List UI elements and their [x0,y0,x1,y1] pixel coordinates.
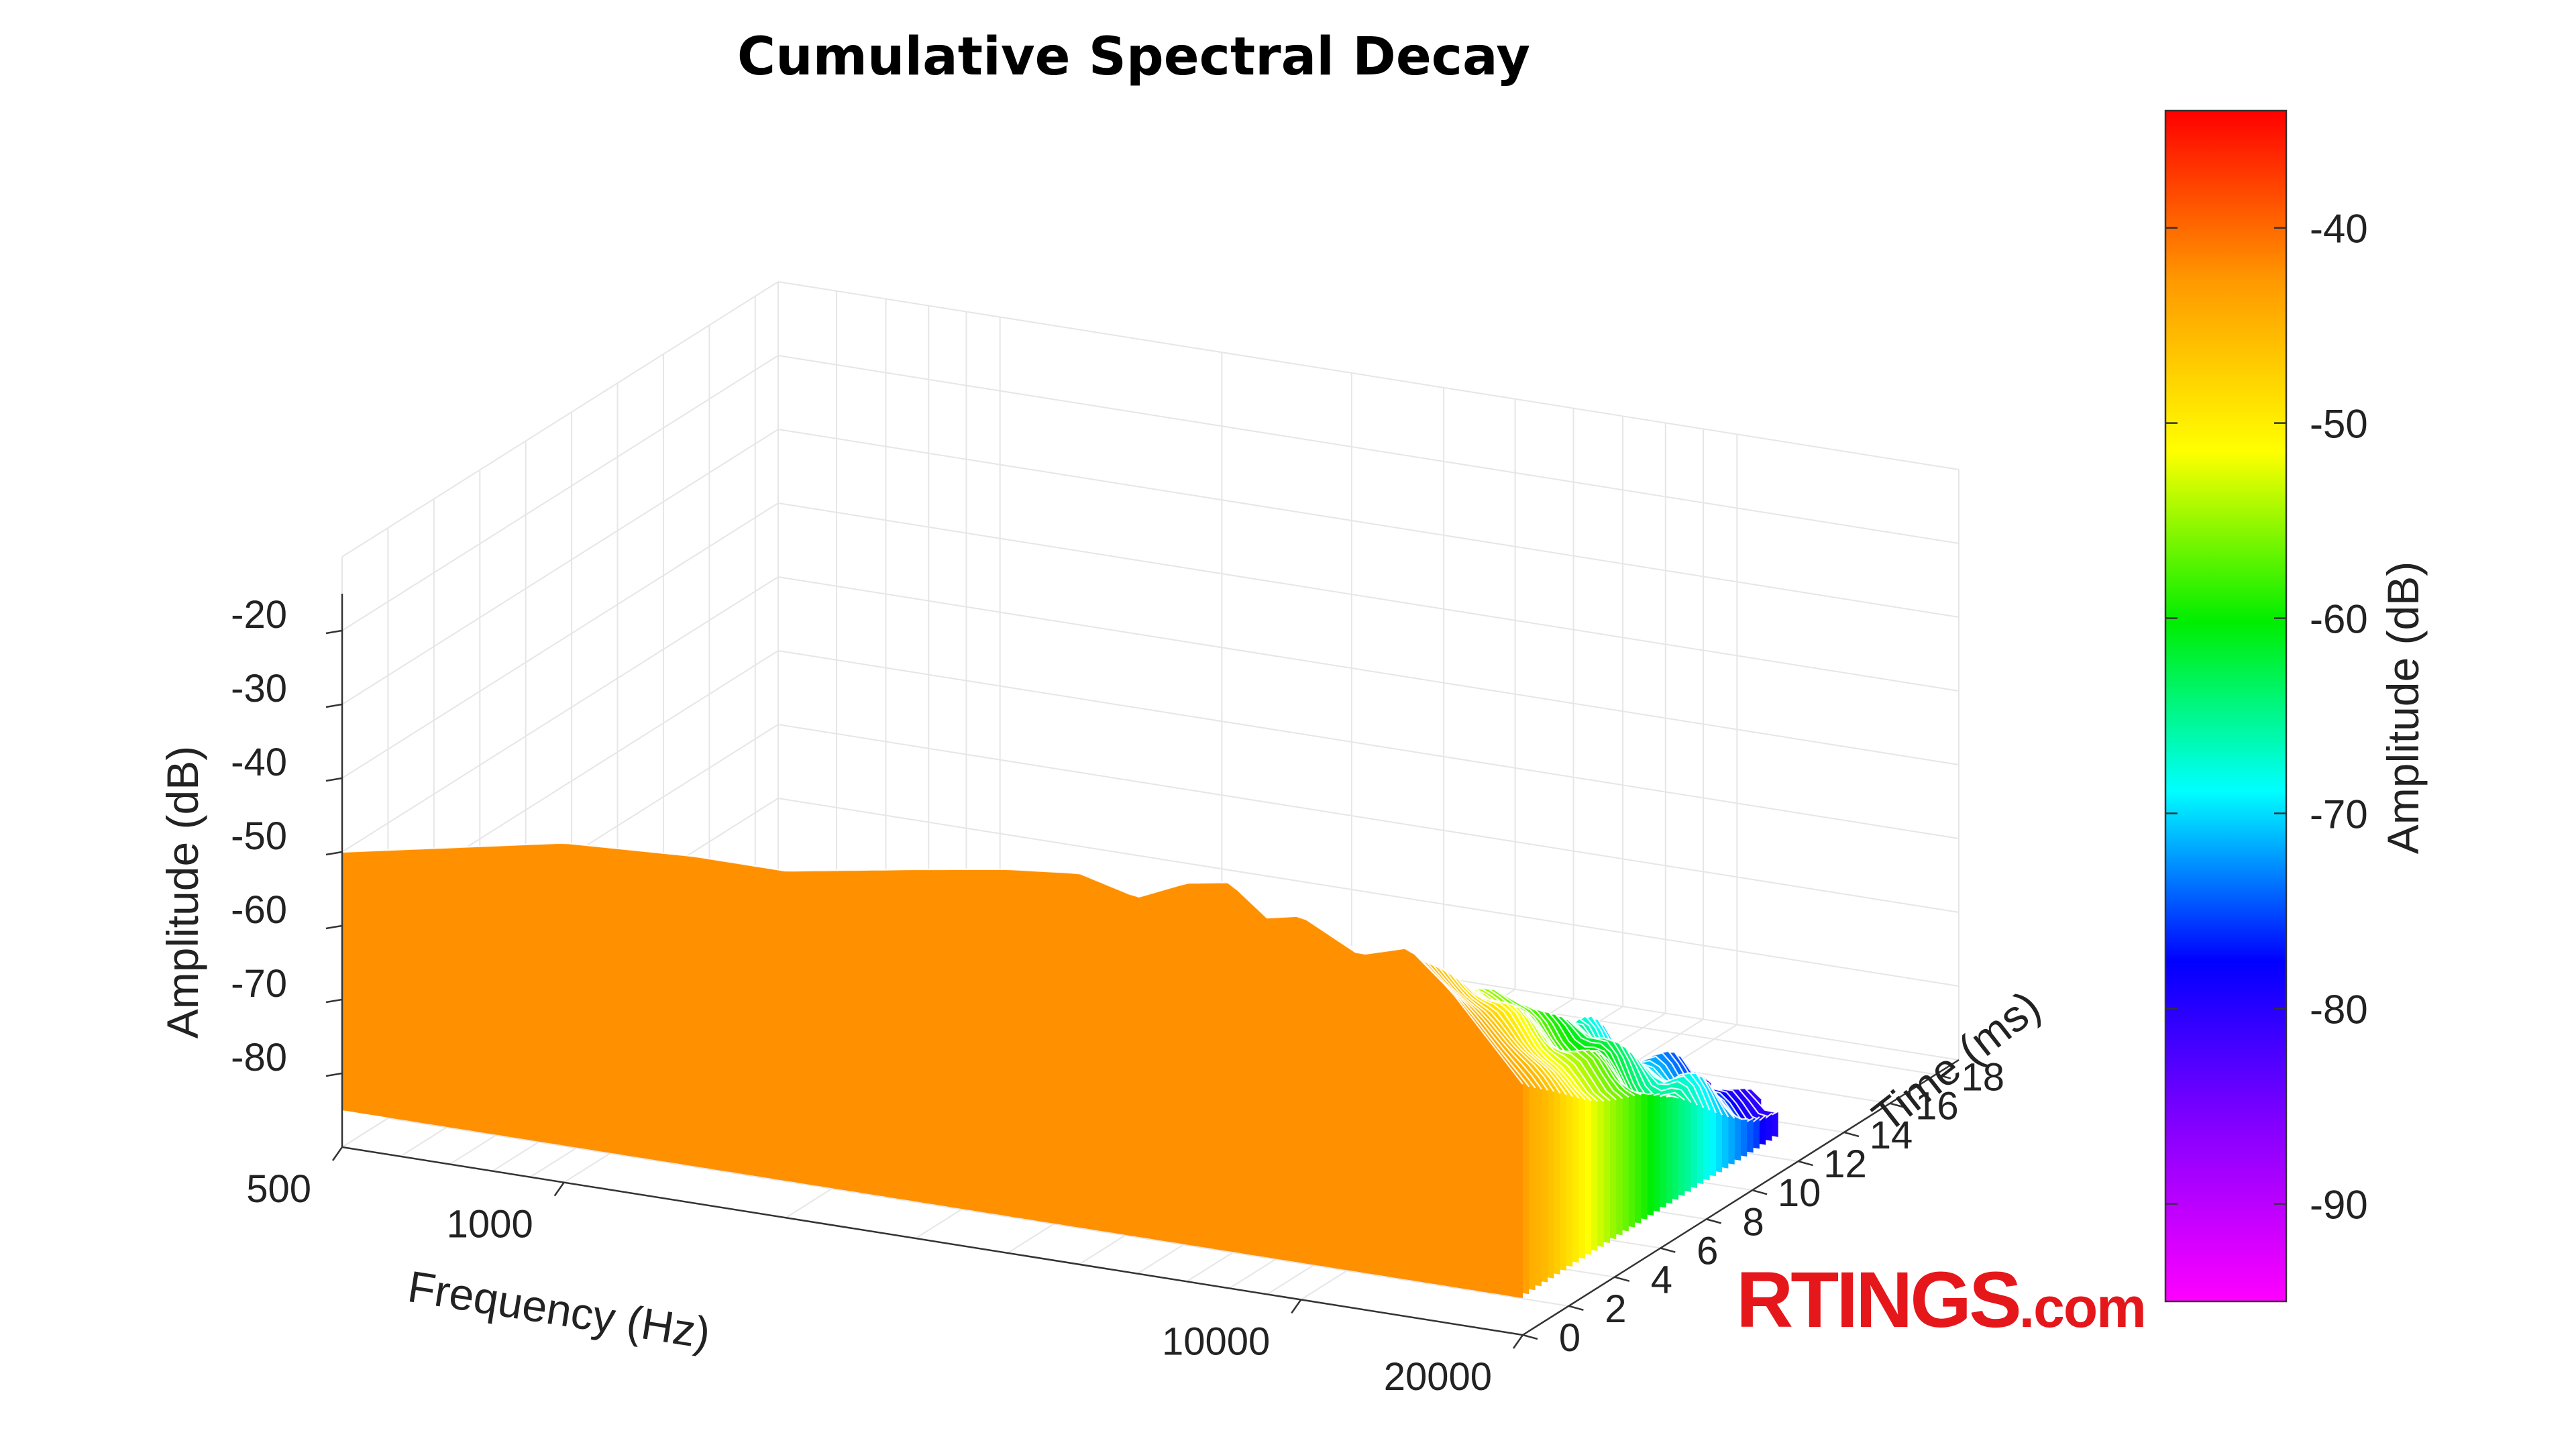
grid-line [777,355,1960,544]
time-tick-label: 12 [1823,1142,1867,1186]
grid-line [341,355,779,631]
time-tick-mark [1798,1160,1813,1167]
grid-line [777,724,1960,913]
frequency-tick-mark [331,1146,343,1161]
amplitude-tick-mark [325,703,343,708]
time-tick-label: 14 [1870,1114,1913,1157]
amplitude-tick-mark [325,851,343,856]
frequency-axis-label: Frequency (Hz) [405,1261,714,1358]
amplitude-tick-label: -50 [231,814,287,858]
time-tick-label: 16 [1915,1085,1959,1128]
amplitude-tick-label: -20 [231,593,287,637]
time-tick-mark [1890,1102,1905,1108]
grid-line [388,1117,1569,1307]
amplitude-tick-label: -40 [231,741,287,784]
time-tick-mark [1752,1189,1768,1195]
brand-main: RTINGS [1736,1256,2022,1344]
grid-line [341,429,779,705]
colorbar-tick-label: -50 [2310,402,2368,447]
amplitude-tick-mark [325,629,343,635]
time-tick-label: 8 [1743,1200,1764,1244]
colorbar-tick-label: -40 [2310,207,2368,252]
time-tick-label: 10 [1778,1171,1821,1215]
frequency-tick-label: 500 [246,1167,311,1211]
time-tick-label: 2 [1605,1287,1626,1331]
grid-line [341,502,779,779]
amplitude-tick-mark [325,1072,343,1077]
time-tick-mark [1706,1218,1722,1224]
time-tick-mark [1843,1131,1860,1138]
time-tick-label: 6 [1697,1230,1718,1273]
colorbar-tick-label: -90 [2310,1183,2368,1228]
amplitude-axis-label: Amplitude (dB) [158,746,207,1039]
frequency-tick-mark [1291,1299,1302,1314]
surface-slice [342,843,1523,1298]
colorbar: -40 -50 -60 -70 -80 -90 Amplitude (dB) [2164,109,2428,1303]
frequency-tick-mark [1512,1334,1524,1349]
colorbar-scale [2164,109,2288,1303]
grid-line [777,650,1960,839]
grid-line [777,502,1960,692]
time-tick-mark [1935,1073,1951,1079]
time-tick-label: 0 [1559,1316,1580,1360]
grid-line [777,429,1960,618]
frequency-tick-mark [553,1181,565,1197]
brand-logo: RTINGS.com [1736,1254,2147,1346]
frequency-tick-label: 1000 [447,1203,533,1246]
time-tick-mark [1522,1334,1538,1340]
time-tick-mark [1614,1276,1630,1282]
colorbar-tick-label: -80 [2310,987,2368,1032]
chart-title: Cumulative Spectral Decay [737,27,1531,87]
frequency-tick-label: 20000 [1384,1355,1492,1399]
frequency-axis-line [341,1146,1523,1336]
amplitude-tick-label: -30 [231,667,287,710]
grid-line [777,281,1960,470]
grid-line [341,281,779,557]
frequency-tick-label: 10000 [1162,1320,1270,1363]
colorbar-tick-label: -70 [2310,792,2368,837]
amplitude-tick-mark [325,924,343,930]
time-tick-label: 4 [1651,1258,1672,1302]
grid-line [777,576,1960,765]
amplitude-tick-label: -80 [231,1036,287,1079]
grid-line [777,798,1960,987]
amplitude-tick-label: -60 [231,888,287,932]
time-tick-label: 18 [1962,1056,2005,1099]
slice-line [341,842,1523,1085]
amplitude-tick-mark [325,777,343,782]
time-axis-line [1522,1059,1960,1336]
brand-suffix: .com [2019,1276,2147,1339]
decay-surface [341,842,1779,1298]
colorbar-label: Amplitude (dB) [2378,561,2428,855]
time-tick-mark [1660,1247,1676,1253]
colorbar-tick-label: -60 [2310,597,2368,642]
time-tick-mark [1568,1305,1584,1311]
grid-line [341,576,779,853]
amplitude-tick-mark [325,998,343,1004]
amplitude-tick-label: -70 [231,962,287,1006]
